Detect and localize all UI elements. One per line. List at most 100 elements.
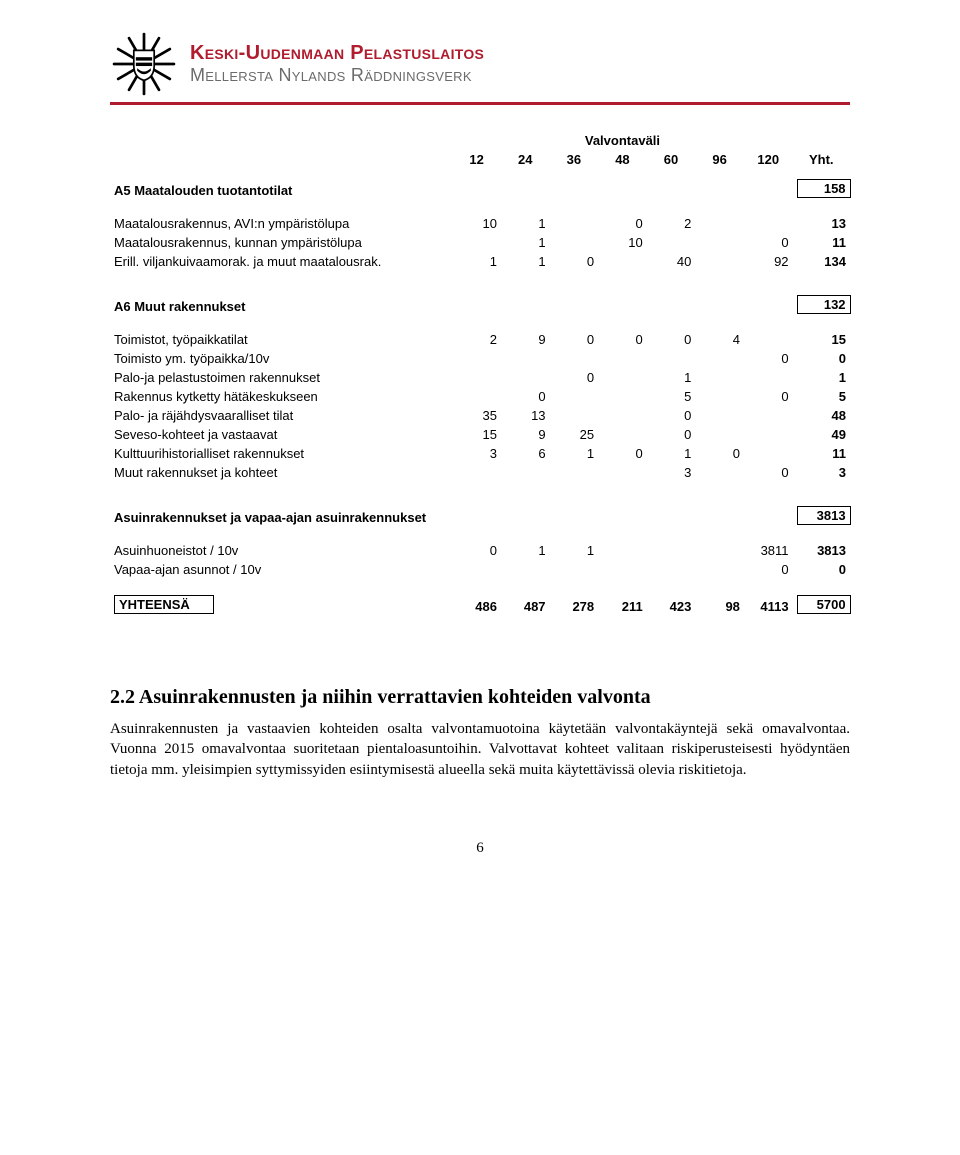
table-cell: 3811 [744,541,793,560]
table-cell: 0 [598,330,647,349]
table-cell: 15 [793,330,850,349]
table-cell [550,387,599,406]
table-cell: 0 [501,387,550,406]
total-cell: 4113 [744,593,793,616]
column-header: 60 [647,150,696,169]
table-cell [501,368,550,387]
table-cell: 0 [695,444,744,463]
table-cell [695,368,744,387]
table-cell: 0 [793,349,850,368]
org-title-fi: Keski-Uudenmaan Pelastuslaitos [190,42,850,65]
table-cell [695,541,744,560]
table-cell: 0 [647,330,696,349]
table-cell: 92 [744,252,793,271]
table-cell: 3 [647,463,696,482]
row-label: Toimistot, työpaikkatilat [110,330,452,349]
table-cell: 0 [744,463,793,482]
column-header: Yht. [793,150,850,169]
table-cell [452,368,501,387]
table-cell [647,541,696,560]
table-cell [550,463,599,482]
table-cell: 9 [501,330,550,349]
row-label: Palo- ja räjähdysvaaralliset tilat [110,406,452,425]
section-total-box: 3813 [797,506,851,525]
table-cell: 35 [452,406,501,425]
table-cell: 1 [501,214,550,233]
section-total-box: 132 [797,295,851,314]
table-cell [501,349,550,368]
row-label: Seveso-kohteet ja vastaavat [110,425,452,444]
table-cell: 0 [744,387,793,406]
table-cell: 0 [793,560,850,579]
row-label: Rakennus kytketty hätäkeskukseen [110,387,452,406]
table-cell: 1 [793,368,850,387]
logo-icon [110,30,178,98]
table-cell [452,387,501,406]
table-cell: 0 [744,560,793,579]
table-cell: 1 [501,252,550,271]
table-cell [598,541,647,560]
row-label: Palo-ja pelastustoimen rakennukset [110,368,452,387]
table-cell [695,349,744,368]
table-cell: 4 [695,330,744,349]
main-table: Valvontaväli122436486096120Yht.A5 Maatal… [110,131,850,616]
table-cell: 13 [793,214,850,233]
column-header: 36 [550,150,599,169]
grand-total-box: 5700 [797,595,851,614]
table-cell [695,406,744,425]
column-header: 48 [598,150,647,169]
table-cell: 1 [647,368,696,387]
table-cell: 2 [452,330,501,349]
table-cell [744,330,793,349]
table-cell: 40 [647,252,696,271]
column-header: 96 [695,150,744,169]
section-head-label: A6 Muut rakennukset [110,285,793,316]
table-cell: 10 [598,233,647,252]
table-cell: 6 [501,444,550,463]
table-cell [744,406,793,425]
table-cell: 9 [501,425,550,444]
table-cell: 5 [647,387,696,406]
table-cell [695,214,744,233]
table-cell [647,349,696,368]
table-cell [744,368,793,387]
table-cell [501,463,550,482]
table-cell: 25 [550,425,599,444]
column-header: 120 [744,150,793,169]
table-cell: 15 [452,425,501,444]
document-header: Keski-Uudenmaan Pelastuslaitos Mellersta… [110,30,850,98]
table-cell: 13 [501,406,550,425]
table-cell: 11 [793,444,850,463]
section-paragraph: Asuinrakennusten ja vastaavien kohteiden… [110,719,850,780]
table-cell: 0 [598,214,647,233]
table-cell [452,560,501,579]
table-cell: 0 [744,349,793,368]
table-cell: 1 [501,233,550,252]
table-cell [452,233,501,252]
table-cell [550,233,599,252]
table-cell [744,214,793,233]
table-cell: 0 [744,233,793,252]
table-cell: 49 [793,425,850,444]
row-label: Muut rakennukset ja kohteet [110,463,452,482]
table-cell [744,425,793,444]
table-cell [647,233,696,252]
table-cell [695,387,744,406]
table-cell: 0 [647,406,696,425]
table-cell [598,463,647,482]
column-header: 12 [452,150,501,169]
table-cell: 5 [793,387,850,406]
total-cell: 423 [647,593,696,616]
table-cell: 1 [647,444,696,463]
total-cell: 278 [550,593,599,616]
grand-total-label: YHTEENSÄ [114,595,214,614]
table-caption: Valvontaväli [452,131,792,150]
table-cell: 0 [647,425,696,444]
row-label: Erill. viljankuivaamorak. ja muut maatal… [110,252,452,271]
table-cell [598,368,647,387]
table-cell [452,463,501,482]
table-cell: 3 [793,463,850,482]
table-cell [598,252,647,271]
org-title-sv: Mellersta Nylands Räddningsverk [190,65,850,86]
table-cell [550,406,599,425]
